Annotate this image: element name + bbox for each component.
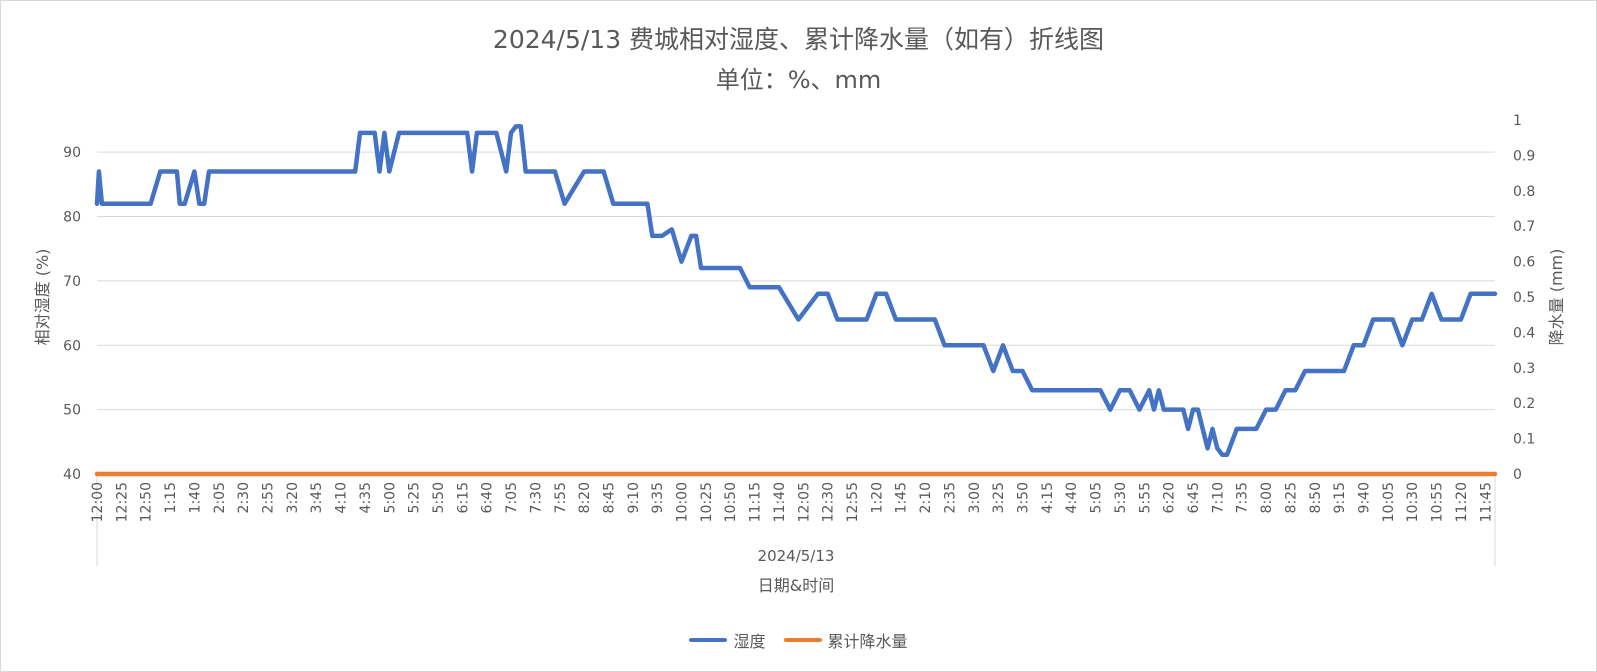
x-tick-label: 6:40 [480,482,496,513]
y-right-tick-label: 0.8 [1513,184,1535,200]
y-right-tick-label: 1 [1513,113,1522,129]
x-tick-label: 10:05 [1381,482,1397,522]
x-tick-label: 2:30 [236,482,252,513]
x-tick-label: 5:55 [1137,482,1153,513]
x-tick-label: 9:35 [650,482,666,513]
x-tick-label: 3:20 [285,482,301,513]
x-tick-label: 12:50 [139,482,155,522]
x-tick-label: 4:35 [358,482,374,513]
x-tick-label: 7:10 [1210,482,1226,513]
x-tick-label: 4:10 [334,482,350,513]
x-tick-label: 3:25 [991,482,1007,513]
x-tick-label: 2:05 [212,482,228,513]
x-tick-label: 6:15 [455,482,471,513]
x-tick-label: 2:10 [918,482,934,513]
x-tick-label: 8:50 [1308,482,1324,513]
y-right-tick-label: 0.5 [1513,290,1535,306]
x-tick-label: 4:15 [1040,482,1056,513]
x-tick-label: 5:50 [431,482,447,513]
y-left-axis-title: 相对湿度 (%) [33,249,52,346]
legend-label-precipitation: 累计降水量 [827,632,908,651]
y-left-tick-label: 80 [63,210,81,226]
y-right-tick-label: 0.6 [1513,255,1535,271]
x-tick-label: 7:35 [1235,482,1251,513]
legend-label-humidity: 湿度 [733,632,766,651]
x-tick-label: 9:40 [1356,482,1372,513]
x-tick-label: 10:55 [1430,482,1446,522]
x-axis-title: 日期&时间 [758,576,834,595]
legend-item-precipitation[interactable]: 累计降水量 [783,628,908,652]
y-right-tick-label: 0.4 [1513,325,1535,341]
x-tick-label: 12:25 [114,482,130,522]
x-tick-label: 9:15 [1332,482,1348,513]
x-tick-label: 11:15 [748,482,764,522]
x-tick-label: 12:00 [90,482,106,522]
y-right-tick-label: 0.3 [1513,361,1535,377]
x-tick-label: 5:05 [1089,482,1105,513]
chart-legend: 湿度 累计降水量 [0,628,1597,652]
x-tick-label: 5:25 [407,482,423,513]
x-tick-label: 1:40 [187,482,203,513]
x-tick-label: 10:25 [699,482,715,522]
series-line-humidity [94,124,1498,457]
y-right-tick-label: 0.9 [1513,148,1535,164]
y-right-tick-label: 0 [1513,467,1522,483]
legend-swatch-humidity [689,638,728,642]
x-tick-label: 11:20 [1454,482,1470,522]
x-tick-label: 2:35 [942,482,958,513]
chart-title: 2024/5/13 费城相对湿度、累计降水量（如有）折线图 [492,25,1105,54]
y-left-tick-label: 70 [63,274,81,290]
x-tick-label: 7:05 [504,482,520,513]
x-tick-label: 8:45 [601,482,617,513]
x-tick-label: 3:50 [1016,482,1032,513]
y-right-tick-label: 0.2 [1513,396,1535,412]
y-right-axis-title: 降水量 (mm) [1547,249,1566,346]
x-tick-label: 12:30 [821,482,837,522]
y-right-tick-label: 0.7 [1513,219,1535,235]
y-right-tick-label: 0.1 [1513,432,1535,448]
x-tick-label: 10:50 [723,482,739,522]
x-tick-label: 11:45 [1478,482,1494,522]
x-tick-label: 3:45 [309,482,325,513]
x-tick-label: 5:30 [1113,482,1129,513]
x-tick-label: 9:10 [626,482,642,513]
x-tick-label: 1:45 [894,482,910,513]
x-tick-label: 1:15 [163,482,179,513]
x-tick-label: 4:40 [1064,482,1080,513]
x-tick-label: 8:25 [1283,482,1299,513]
x-tick-label: 7:30 [528,482,544,513]
x-tick-label: 2:55 [260,482,276,513]
x-tick-label: 8:20 [577,482,593,513]
x-tick-label: 7:55 [553,482,569,513]
y-left-tick-label: 50 [63,403,81,419]
chart-subtitle: 单位：%、mm [715,66,882,94]
y-left-tick-label: 40 [63,467,81,483]
x-tick-label: 10:30 [1405,482,1421,522]
x-tick-label: 10:00 [675,482,691,522]
x-tick-label: 5:00 [382,482,398,513]
legend-item-humidity[interactable]: 湿度 [689,628,766,652]
x-tick-label: 1:20 [869,482,885,513]
y-left-tick-label: 60 [63,338,81,354]
x-tick-label: 12:05 [796,482,812,522]
y-left-tick-label: 90 [63,145,81,161]
x-tick-label: 6:20 [1162,482,1178,513]
x-group-label: 2024/5/13 [758,547,835,565]
x-tick-label: 12:55 [845,482,861,522]
x-tick-label: 6:45 [1186,482,1202,513]
x-tick-label: 8:00 [1259,482,1275,513]
x-tick-label: 11:40 [772,482,788,522]
legend-swatch-precipitation [783,638,822,642]
x-tick-label: 3:00 [967,482,983,513]
